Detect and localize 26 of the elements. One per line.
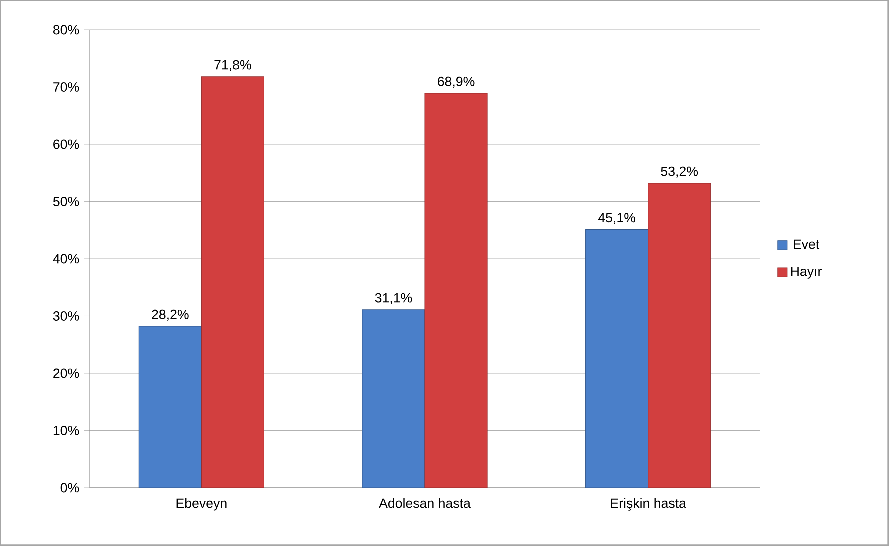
legend-label: Hayır [791,266,822,279]
bar [201,76,264,488]
y-tick-label: 20% [54,368,80,378]
x-tick-label: Erişkin hasta [611,498,686,511]
y-tick-label: 30% [53,312,80,321]
x-tick-label: Ebeveyn [176,498,227,511]
data-label: 68,9% [438,76,475,88]
data-label: 28,2% [152,310,189,321]
data-label: 71,8% [214,60,252,72]
bar [586,230,649,488]
data-label: 31,1% [375,293,412,304]
legend-label: Evet [794,240,820,250]
y-tick-label: 80% [54,25,80,35]
y-tick-label: 70% [54,82,80,92]
y-tick-label: 10% [54,426,80,436]
y-tick-label: 40% [53,254,80,264]
data-label: 45,1% [598,213,636,224]
bar [424,93,488,488]
bar [362,310,426,488]
y-tick-label: 60% [54,140,80,150]
x-tick-label: Adolesan hasta [379,498,471,508]
data-label: 53,2% [661,166,698,178]
bar [648,183,712,488]
y-tick-label: 50% [53,197,80,206]
y-tick-label: 0% [60,483,80,493]
bar [138,326,202,488]
